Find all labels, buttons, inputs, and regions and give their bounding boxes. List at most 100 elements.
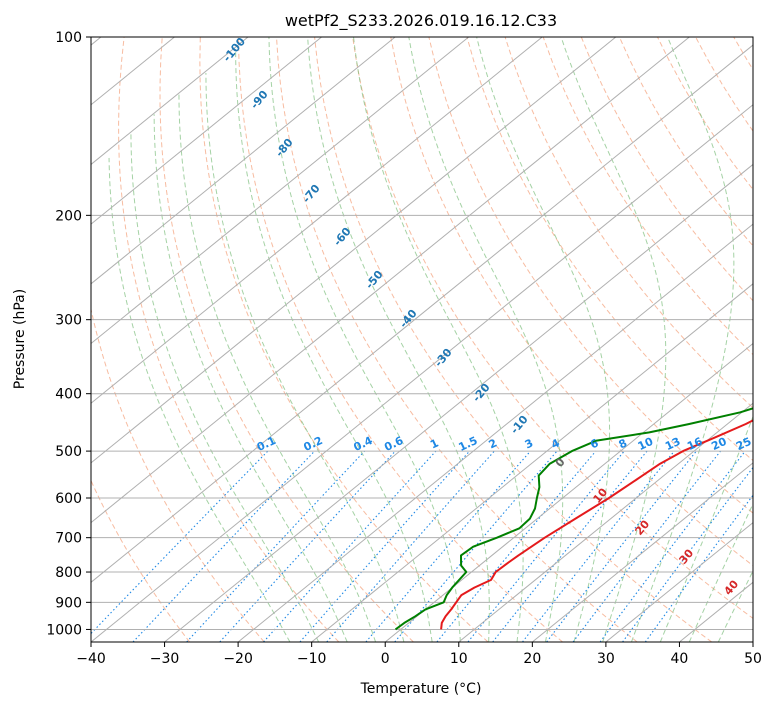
mixing-ratio-label: 8: [617, 436, 629, 451]
dry-adiabat-line: [657, 37, 753, 191]
mixing-ratio-line: [91, 450, 269, 635]
moist-adiabat-line: [630, 37, 735, 642]
plot-frame: [90, 36, 754, 643]
axis-ticks: −40 −30 −20 −10 0 10 20 30 40 50 100 200 300 400 500 60…: [46, 30, 762, 667]
mixing-ratio-line: [622, 466, 753, 642]
x-axis-label: Temperature (°C): [360, 681, 482, 697]
x-tick-label: 30: [597, 651, 615, 667]
isotherm-line: [91, 37, 249, 166]
temperature-profile-line: [440, 419, 753, 630]
mixing-ratio-line: [219, 450, 396, 642]
x-tick-label: −40: [76, 651, 106, 667]
x-tick-label: 20: [523, 651, 541, 667]
moist-adiabat-line: [268, 37, 461, 642]
isotherm-line: [91, 44, 753, 583]
y-tick-label: 700: [55, 531, 82, 547]
dry-adiabat-label: -60: [331, 225, 354, 249]
dry-adiabat-line: [352, 37, 753, 619]
mixing-ratio-label: 4: [549, 436, 562, 451]
grid: [91, 37, 753, 642]
y-tick-label: 400: [55, 387, 82, 403]
dry-adiabat-line: [199, 37, 489, 642]
isotherm-line: [91, 37, 322, 225]
chart-title: wetPf2_S233.2026.019.16.12.C33: [285, 11, 557, 31]
y-axis-label: Pressure (hPa): [12, 289, 28, 389]
dry-adiabat-label: -80: [273, 136, 296, 160]
mixing-ratio-line: [186, 450, 365, 642]
moist-adiabat-line: [476, 37, 611, 642]
x-tick-label: −10: [297, 651, 327, 667]
moist-adiabat-line: [108, 157, 291, 642]
dry-adiabat-line: [504, 37, 753, 409]
mixing-ratio-line: [546, 450, 697, 642]
y-tick-label: 600: [55, 491, 82, 507]
mixing-ratio-line: [644, 494, 753, 642]
isotherm-line: [91, 37, 543, 404]
dry-adiabat-line: [91, 306, 265, 642]
moist-adiabat-line: [717, 569, 753, 642]
isotherm-line: [311, 283, 753, 642]
isotherm-line: [384, 342, 753, 642]
mixing-ratio-line: [263, 450, 437, 642]
dry-adiabat-label: -10: [508, 413, 531, 437]
moist-adiabat-line: [178, 94, 377, 642]
mixing-ratio-label: 1: [428, 436, 440, 451]
y-tick-label: 100: [55, 30, 82, 46]
x-tick-label: −20: [223, 651, 253, 667]
dry-adiabat-line: [237, 37, 563, 642]
dry-adiabat-line: [733, 37, 753, 71]
moist-adiabat-line: [307, 37, 490, 642]
x-tick-label: 40: [671, 651, 689, 667]
x-tick-label: 10: [450, 651, 468, 667]
isotherm-line: [164, 163, 753, 642]
isotherm-line: [752, 641, 753, 642]
mixing-ratio-line: [132, 450, 316, 642]
isotherm-line: [91, 37, 396, 285]
isotherm-line: [91, 104, 753, 642]
y-tick-label: 200: [55, 208, 82, 224]
mixing-ratio-line: [522, 450, 675, 642]
y-tick-label: 300: [55, 313, 82, 329]
isotherm-line: [679, 581, 753, 642]
dewpoint-profile-line: [394, 407, 753, 631]
dry-adiabat-label: -100: [220, 35, 248, 65]
mixing-ratio-line: [467, 450, 625, 642]
x-tick-label: 50: [744, 651, 762, 667]
dry-adiabat-label: -90: [248, 88, 271, 112]
mixing-ratio-line: [436, 450, 597, 642]
moist-adiabat-line: [205, 72, 405, 642]
moist-adiabat-line: [353, 37, 524, 642]
dry-adiabat-line: [580, 37, 753, 302]
dry-adiabat-line: [91, 479, 191, 642]
y-tick-label: 800: [55, 565, 82, 581]
isotherm-line: [91, 37, 470, 345]
y-tick-label: 1000: [46, 622, 82, 638]
isotherm-line: [605, 521, 753, 642]
dry-adiabat-line: [314, 37, 713, 642]
moist-adiabat-line: [659, 415, 753, 642]
dry-adiabat-line: [428, 37, 753, 514]
dry-adiabat-line: [118, 37, 340, 642]
mixing-ratio-line: [394, 450, 558, 642]
mixing-ratio-label: 6: [588, 436, 601, 451]
dry-adiabat-line: [618, 37, 753, 247]
y-tick-label: 900: [55, 595, 82, 611]
mixing-ratio-line: [299, 450, 470, 642]
isotherm-line: [532, 462, 753, 642]
profile-series: [394, 407, 753, 631]
dry-adiabat-line: [275, 37, 638, 642]
isotherm-line: [237, 223, 753, 642]
isotherm-line: [91, 37, 617, 464]
mixing-ratio-line: [572, 450, 721, 642]
moist-adiabat-line: [153, 114, 348, 642]
background-guide-lines: [91, 37, 753, 642]
x-tick-label: −30: [150, 651, 180, 667]
mixing-ratio-line: [492, 450, 648, 642]
mixing-ratio-label: 2: [487, 436, 499, 451]
mixing-ratio-line: [599, 450, 746, 642]
mixing-ratio-label: 3: [523, 436, 535, 451]
isotherm-line: [91, 37, 690, 524]
dry-adiabat-line: [466, 37, 753, 462]
